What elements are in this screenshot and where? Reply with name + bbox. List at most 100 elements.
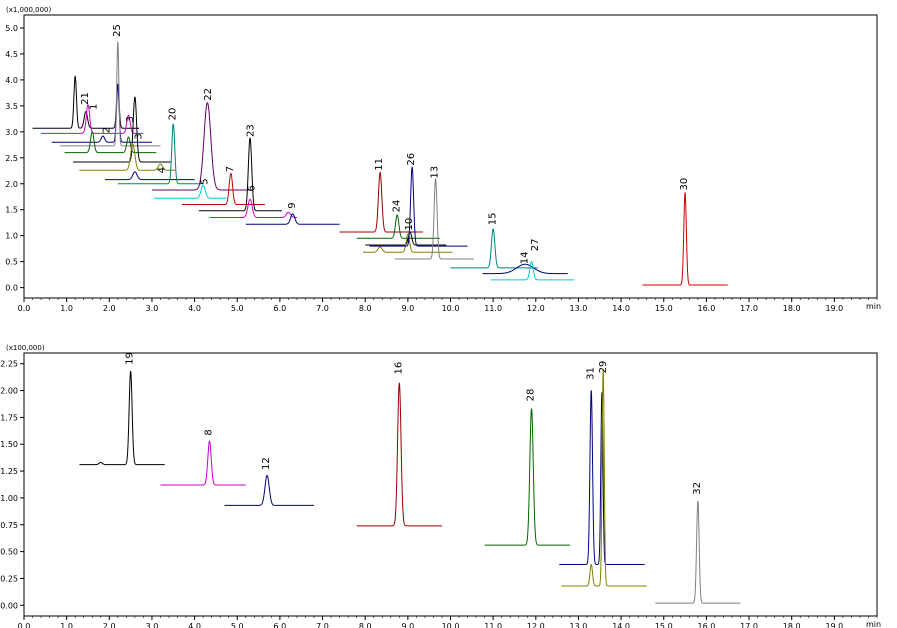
top-trace-3 [51,84,153,143]
bottom-y-tick-label: 2.25 [0,360,18,369]
top-peak-label: 20 [167,108,178,121]
top-trace-7 [79,143,176,171]
bottom-y-tick-label: 1.50 [0,440,18,449]
bottom-x-tick-label: 11.0 [484,622,502,628]
top-x-tick-label: 7.0 [316,304,329,313]
top-y-tick-label: 5.0 [5,24,18,33]
bottom-peak-label: 16 [393,362,404,375]
top-x-tick-label: 12.0 [527,304,545,313]
top-x-unit: min [866,302,881,311]
bottom-x-tick-label: 1.0 [60,622,73,628]
bottom-y-tick-label: 1.75 [0,413,18,422]
top-x-tick-label: 13.0 [570,304,588,313]
top-x-tick-label: 6.0 [274,304,287,313]
top-peak-label: 25 [112,24,123,37]
top-peak-label: 13 [430,166,441,179]
top-x-tick-label: 16.0 [697,304,715,313]
top-peak-label: 15 [487,213,498,226]
top-y-tick-label: 4.0 [5,76,18,85]
bottom-y-tick-label: 0.50 [0,548,18,557]
bottom-x-tick-label: 9.0 [401,622,414,628]
top-peak-label: 26 [406,153,417,166]
top-peak-label: 10 [404,218,415,231]
bottom-peak-label: 19 [125,352,136,365]
top-x-tick-label: 18.0 [783,304,801,313]
bottom-trace-8 [654,500,741,604]
top-x-tick-label: 1.0 [60,304,73,313]
top-x-tick-label: 19.0 [825,304,843,313]
top-x-tick-label: 5.0 [231,304,244,313]
top-trace-13 [198,137,283,212]
bottom-x-tick-label: 16.0 [697,622,715,628]
top-trace-1 [32,75,140,129]
bottom-x-tick-label: 2.0 [103,622,116,628]
top-trace-6 [72,96,172,163]
bottom-y-multiplier: (x100,000) [6,344,45,352]
top-peak-label: 3 [133,133,144,139]
top-peak-label: 27 [530,239,541,252]
top-trace-21 [394,178,475,260]
bottom-x-tick-label: 6.0 [274,622,287,628]
top-x-tick-label: 14.0 [612,304,630,313]
top-peak-label: 3 [125,116,136,122]
top-trace-24 [490,261,575,281]
top-x-tick-label: 2.0 [103,304,116,313]
bottom-plot-frame [23,352,878,617]
top-trace-25 [642,192,729,286]
bottom-trace-4 [356,382,443,527]
bottom-x-tick-label: 17.0 [740,622,758,628]
top-peak-label: 22 [203,88,214,101]
bottom-y-tick-label: 0.75 [0,521,18,530]
bottom-y-tick-label: 2.00 [0,387,18,396]
top-trace-10 [151,102,251,191]
bottom-y-tick-label: 1.00 [0,494,18,503]
top-chromatogram-panel: (x1,000,000) min 0.0 1.0 2.0 3.0 4.0 5.0 6.0 7.… [5,6,881,313]
top-peak-label: 14 [519,252,530,265]
bottom-x-tick-label: 5.0 [231,622,244,628]
top-y-tick-label: 2.0 [5,180,18,189]
top-peak-label: 9 [287,202,298,208]
top-trace-9 [117,123,204,185]
bottom-peak-label: 31 [585,367,596,380]
top-trace-14 [209,198,298,219]
bottom-x-tick-label: 7.0 [316,622,329,628]
top-peak-label: 4 [157,167,168,173]
bottom-peak-label: 29 [598,361,609,374]
top-x-tick-label: 4.0 [188,304,201,313]
top-y-tick-label: 0.0 [5,284,18,293]
bottom-x-tick-label: 19.0 [825,622,843,628]
top-trace-4 [59,41,161,147]
bottom-x-tick-label: 8.0 [359,622,372,628]
top-peak-label: 1 [88,104,99,110]
bottom-peak-label: 32 [692,482,703,495]
bottom-trace-5 [484,408,571,546]
top-x-tick-label: 15.0 [655,304,673,313]
top-y-tick-label: 3.0 [5,128,18,137]
top-peak-label: 21 [80,92,91,105]
top-x-tick-label: 10.0 [442,304,460,313]
bottom-peak-label: 28 [526,389,537,402]
bottom-chromatogram-panel: (x100,000) min 0.0 1.0 2.0 3.0 4.0 5.0 6.0 7.0 8… [0,344,881,628]
bottom-trace-7 [561,368,648,587]
top-peak-label: 23 [245,124,256,137]
bottom-x-tick-label: 4.0 [188,622,201,628]
bottom-x-tick-label: 15.0 [655,622,673,628]
top-y-tick-label: 4.5 [5,50,18,59]
bottom-x-unit: min [866,620,881,628]
top-trace-19 [362,233,453,253]
bottom-y-tick-label: 0.25 [0,574,18,583]
bottom-peak-label: 12 [261,457,272,470]
top-peak-label: 11 [374,158,385,171]
bottom-x-tick-label: 18.0 [783,622,801,628]
bottom-trace-3 [224,474,315,506]
top-trace-23 [482,263,569,275]
top-plot-frame [23,14,878,299]
top-x-tick-label: 17.0 [740,304,758,313]
top-trace-8 [104,171,195,181]
bottom-y-tick-label: 1.25 [0,467,18,476]
bottom-trace-2 [160,440,247,486]
top-peak-label: 5 [199,178,210,184]
bottom-trace-1 [79,370,166,466]
top-y-tick-label: 0.5 [5,258,18,267]
